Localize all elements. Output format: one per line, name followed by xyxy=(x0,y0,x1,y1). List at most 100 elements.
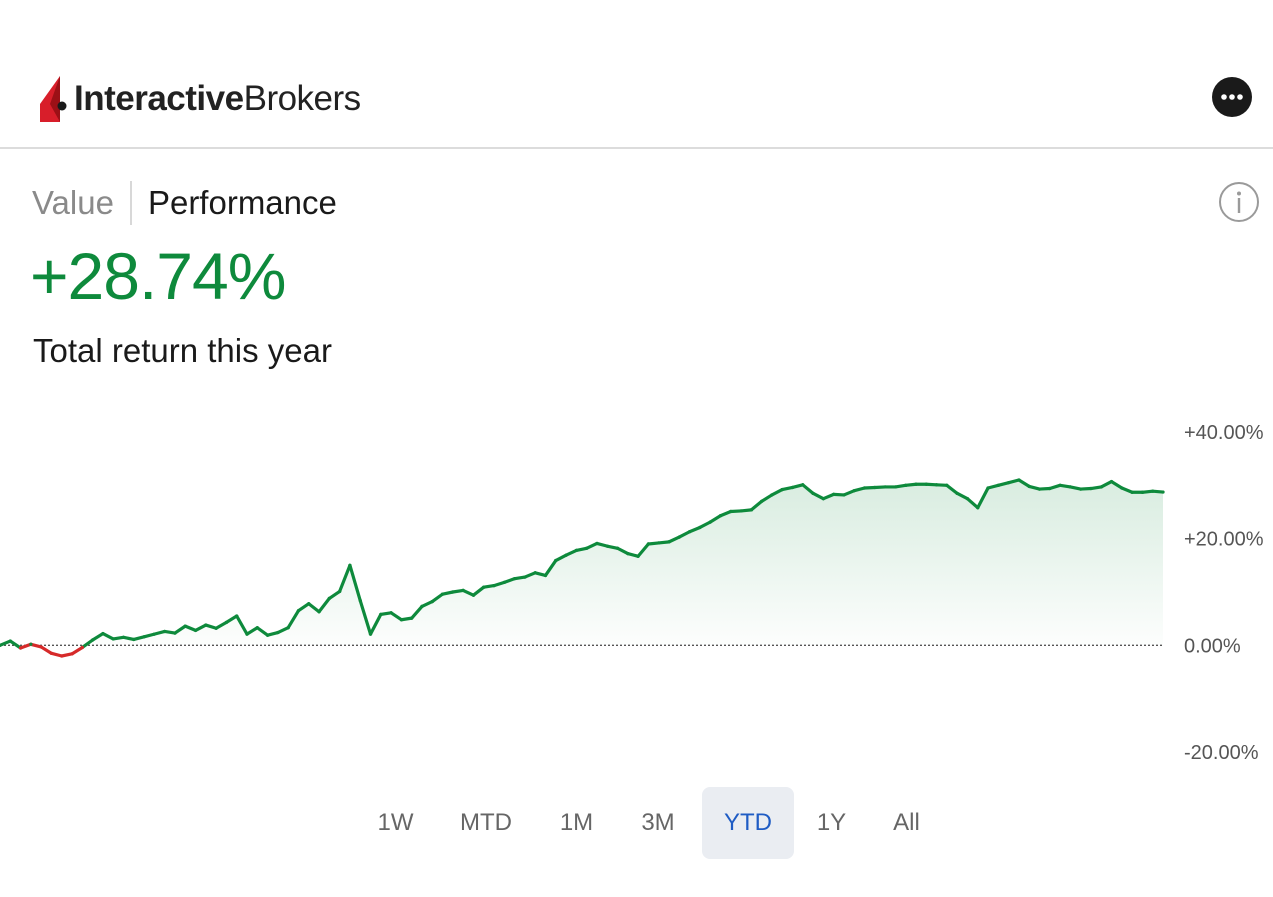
performance-line-segment xyxy=(801,483,815,495)
range-3m[interactable]: 3M xyxy=(641,809,675,836)
performance-point xyxy=(1007,481,1011,485)
performance-point xyxy=(1027,484,1031,488)
performance-point xyxy=(698,525,702,530)
performance-point xyxy=(1130,490,1134,494)
performance-line-segment xyxy=(1058,483,1072,489)
performance-line-segment xyxy=(1007,478,1021,485)
performance-line-segment xyxy=(18,642,33,650)
performance-line-segment xyxy=(976,486,990,510)
performance-point xyxy=(121,635,126,639)
performance-point xyxy=(554,558,558,563)
performance-line-segment xyxy=(0,639,12,647)
performance-line-segment xyxy=(996,481,1011,487)
performance-line-segment xyxy=(811,491,825,501)
performance-point xyxy=(29,642,33,646)
performance-chart[interactable]: +40.00% +20.00% 0.00% -20.00% xyxy=(0,410,1273,770)
interactive-brokers-logo-icon xyxy=(40,76,67,122)
performance-line-segment xyxy=(163,629,177,635)
performance-point xyxy=(749,508,753,512)
performance-point xyxy=(615,546,620,550)
performance-line-segment xyxy=(440,590,455,596)
performance-line-segment xyxy=(1151,489,1165,494)
range-mtd[interactable]: MTD xyxy=(460,809,512,836)
performance-line-segment xyxy=(893,483,908,489)
tab-value[interactable]: Value xyxy=(32,184,114,221)
performance-line-segment xyxy=(739,508,753,513)
performance-line-segment xyxy=(235,614,249,636)
range-all[interactable]: All xyxy=(893,809,920,836)
performance-point xyxy=(502,580,506,584)
performance-point xyxy=(708,520,712,524)
performance-point xyxy=(760,499,764,503)
performance-line-segment xyxy=(934,483,949,487)
performance-line-segment xyxy=(1109,479,1124,490)
performance-line-segment xyxy=(338,563,352,594)
range-1w[interactable]: 1W xyxy=(377,809,414,836)
performance-point xyxy=(410,616,414,620)
performance-line-segment xyxy=(29,642,43,649)
range-1y[interactable]: 1Y xyxy=(816,809,847,836)
performance-line-segment xyxy=(152,629,167,636)
performance-point xyxy=(420,604,424,608)
performance-line-segment xyxy=(749,499,764,512)
performance-line-segment xyxy=(461,588,476,597)
performance-point xyxy=(245,632,249,636)
performance-point xyxy=(924,482,928,486)
view-tabs: Value Performance xyxy=(32,180,337,226)
performance-point xyxy=(492,584,496,588)
performance-point xyxy=(677,535,681,539)
performance-point xyxy=(132,637,136,642)
range-1m[interactable]: 1M xyxy=(559,809,594,836)
performance-point xyxy=(101,632,105,636)
performance-point xyxy=(595,541,599,546)
performance-point xyxy=(1099,485,1103,489)
performance-line-segment xyxy=(605,544,620,550)
performance-line-segment xyxy=(327,589,342,600)
brand-name: InteractiveBrokers xyxy=(74,79,361,118)
performance-line-segment xyxy=(389,611,403,622)
performance-line-segment xyxy=(1017,478,1031,489)
performance-point xyxy=(976,506,980,510)
performance-point xyxy=(471,593,476,597)
performance-point xyxy=(862,486,867,490)
performance-point xyxy=(574,548,578,552)
performance-point xyxy=(204,623,208,627)
time-range-selector: 1W MTD 1M 3M YTD 1Y All xyxy=(358,787,944,859)
performance-line-segment xyxy=(296,602,311,613)
performance-point xyxy=(1161,490,1165,494)
performance-line-segment xyxy=(595,541,609,548)
performance-point xyxy=(965,497,970,501)
performance-point xyxy=(533,571,537,575)
performance-point xyxy=(399,618,403,622)
performance-line-segment xyxy=(564,548,578,557)
performance-point xyxy=(296,609,301,613)
y-tick-label: +40.00% xyxy=(1184,422,1264,444)
range-ytd[interactable]: YTD xyxy=(702,787,794,859)
performance-line-segment xyxy=(852,486,867,493)
performance-line-segment xyxy=(574,546,589,552)
performance-line-segment xyxy=(873,485,887,490)
performance-line-segment xyxy=(276,626,290,635)
performance-point xyxy=(852,489,856,493)
more-options-button[interactable] xyxy=(1212,77,1252,117)
performance-point xyxy=(49,651,54,655)
info-button[interactable] xyxy=(1219,182,1259,222)
performance-line-segment xyxy=(204,623,218,630)
performance-line-segment xyxy=(91,632,105,642)
performance-point xyxy=(91,638,95,642)
performance-point xyxy=(1079,487,1083,491)
performance-point xyxy=(0,643,2,647)
performance-line-segment xyxy=(482,584,496,589)
performance-point xyxy=(70,652,74,656)
performance-point xyxy=(986,486,990,490)
performance-point xyxy=(914,482,918,486)
performance-line-segment xyxy=(430,592,445,604)
performance-point xyxy=(1017,478,1021,482)
performance-line-segment xyxy=(193,623,208,632)
tab-performance[interactable]: Performance xyxy=(147,184,337,221)
performance-line-segment xyxy=(667,535,681,544)
performance-point xyxy=(667,540,671,544)
performance-point xyxy=(18,646,23,650)
performance-line-segment xyxy=(986,483,1000,490)
performance-line-segment xyxy=(842,489,856,497)
